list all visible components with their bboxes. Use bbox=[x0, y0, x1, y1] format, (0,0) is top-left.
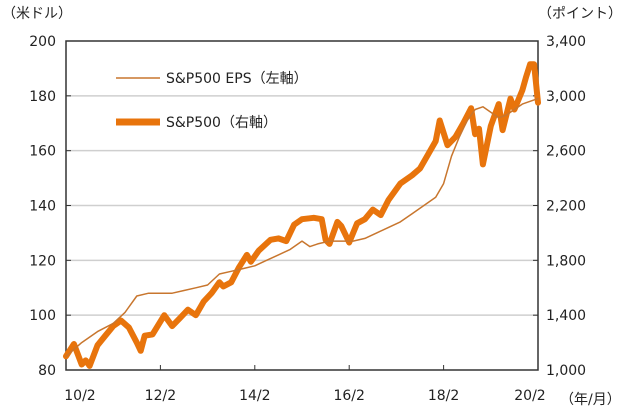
left-tick-label: 80 bbox=[38, 363, 56, 379]
x-axis-unit: （年/月） bbox=[560, 392, 621, 408]
left-tick-label: 200 bbox=[29, 34, 56, 50]
x-tick-label: 14/2 bbox=[239, 388, 270, 404]
sp500-line bbox=[63, 61, 541, 369]
eps-line bbox=[65, 97, 539, 358]
gridlines bbox=[66, 95, 538, 316]
right-tick-label: 3,000 bbox=[546, 89, 586, 105]
right-tick-label: 3,400 bbox=[546, 34, 586, 50]
left-axis-unit: （米ドル） bbox=[2, 6, 72, 22]
x-tick-label: 12/2 bbox=[145, 388, 176, 404]
right-tick-label: 1,000 bbox=[546, 363, 586, 379]
x-tick-label: 16/2 bbox=[333, 388, 364, 404]
left-tick-label: 120 bbox=[29, 253, 56, 269]
right-axis-unit: （ポイント） bbox=[538, 6, 622, 22]
right-tick-label: 2,600 bbox=[546, 144, 586, 160]
left-tick-label: 160 bbox=[29, 144, 56, 160]
legend-label-sp500: S&P500（右軸） bbox=[166, 115, 277, 131]
legend: S&P500 EPS（左軸） S&P500（右軸） bbox=[116, 71, 308, 131]
left-tick-label: 180 bbox=[29, 89, 56, 105]
x-tick-label: 18/2 bbox=[428, 388, 459, 404]
x-tick-label: 10/2 bbox=[64, 388, 95, 404]
right-tick-label: 1,400 bbox=[546, 308, 586, 324]
series-lines bbox=[63, 61, 541, 369]
left-tick-label: 100 bbox=[29, 308, 56, 324]
axis-ticks: 80 1,000 100 1,400 120 1,800 140 2,200 160 2,600 1… bbox=[29, 34, 586, 404]
right-tick-label: 1,800 bbox=[546, 253, 586, 269]
right-tick-label: 2,200 bbox=[546, 199, 586, 215]
left-tick-label: 140 bbox=[29, 199, 56, 215]
legend-label-eps: S&P500 EPS（左軸） bbox=[166, 71, 308, 87]
x-tick-label: 20/2 bbox=[514, 388, 545, 404]
